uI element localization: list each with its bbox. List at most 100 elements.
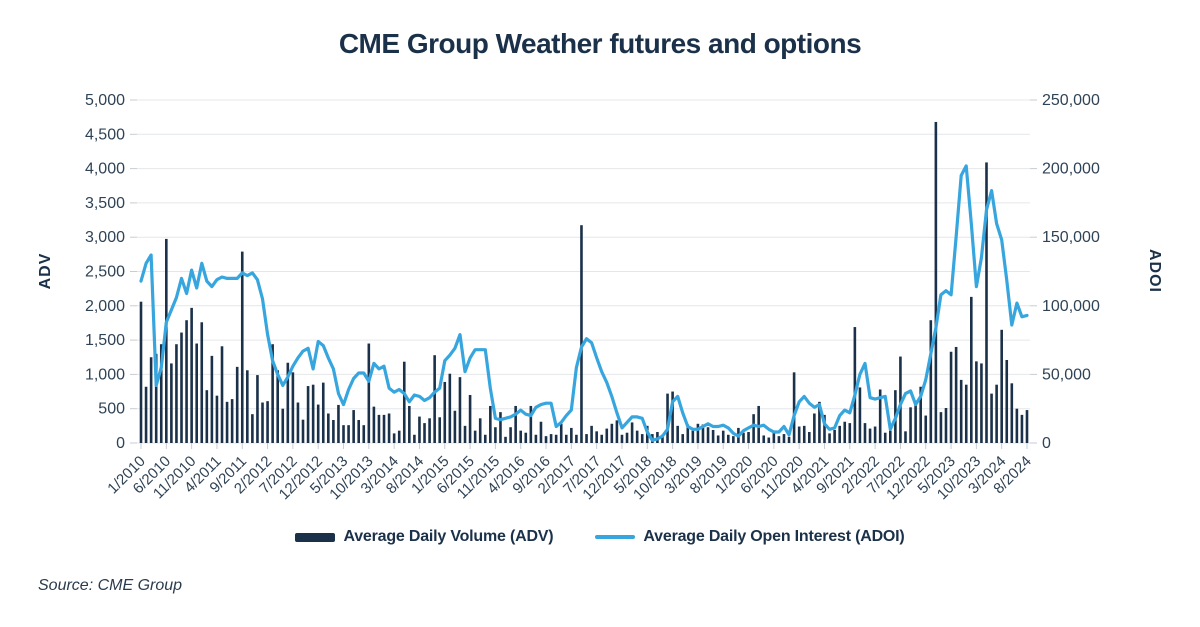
adv-bar	[205, 390, 209, 443]
adv-bar	[777, 436, 781, 443]
adv-bar	[600, 434, 604, 443]
legend-label-adv: Average Daily Volume (ADV)	[343, 528, 554, 545]
adv-bar	[524, 432, 528, 443]
right-axis-title: ADOI	[1146, 249, 1163, 293]
adv-bar	[489, 405, 492, 443]
adv-bar	[1010, 383, 1014, 443]
legend-label-adoi: Average Daily Open Interest (ADOI)	[643, 528, 905, 545]
adv-bar	[782, 434, 786, 443]
adv-bar	[964, 384, 968, 443]
adv-bar	[332, 420, 335, 443]
adv-bar	[433, 355, 436, 443]
adv-bar	[478, 418, 482, 443]
adv-bar	[468, 394, 472, 443]
adv-bar	[504, 436, 507, 443]
adv-bar	[448, 373, 452, 443]
adv-bar	[271, 344, 274, 443]
right-axis-tick-label: 250,000	[1042, 92, 1100, 109]
adv-bar	[261, 402, 264, 443]
right-axis-tick-label: 50,000	[1042, 366, 1091, 383]
adv-bar	[985, 162, 988, 443]
adv-bar	[580, 225, 583, 443]
adv-bar	[995, 384, 998, 443]
adv-bar	[823, 414, 826, 443]
left-axis-tick-label: 4,500	[85, 126, 125, 143]
adv-bar	[514, 405, 517, 443]
adv-bar	[382, 414, 386, 443]
adv-bar	[276, 370, 279, 443]
adv-bar	[929, 320, 933, 443]
adv-bar	[256, 375, 259, 443]
adv-bar	[726, 434, 730, 443]
adv-bar	[787, 436, 791, 443]
right-axis-tick-label: 0	[1042, 435, 1051, 452]
adv-bar	[291, 372, 295, 443]
adv-bar	[686, 424, 690, 443]
adv-bar	[721, 430, 725, 443]
adv-bar	[797, 426, 801, 443]
adv-bar	[175, 344, 178, 443]
adv-bar	[362, 425, 366, 443]
adv-bar	[889, 430, 892, 443]
left-axis-tick-label: 5,000	[85, 92, 125, 109]
adv-bar	[980, 363, 983, 443]
adv-bar	[747, 432, 750, 443]
adv-bar	[1005, 359, 1009, 443]
adv-bar	[337, 404, 340, 443]
adv-bar	[372, 406, 376, 443]
adv-bar	[190, 307, 193, 443]
adv-bar	[970, 296, 973, 443]
adoi-line-swatch-icon	[595, 535, 636, 539]
adv-bar	[534, 434, 538, 443]
adv-bar	[220, 346, 224, 443]
left-axis-tick-label: 3,000	[85, 229, 125, 246]
adv-bar	[899, 356, 902, 443]
adv-bar	[939, 412, 943, 443]
adv-bar	[494, 427, 497, 443]
adv-bar	[230, 399, 234, 443]
adv-bar	[296, 402, 300, 443]
adv-bar	[438, 417, 442, 443]
adv-bar	[858, 387, 862, 443]
left-axis-tick-label: 3,500	[85, 195, 125, 212]
adv-bar	[180, 332, 183, 443]
adv-bar	[701, 424, 705, 443]
adv-bar	[149, 357, 153, 443]
adv-bar	[843, 421, 847, 443]
adv-bar	[605, 428, 609, 443]
left-axis-tick-label: 0	[116, 435, 125, 452]
left-axis-tick-label: 2,000	[85, 298, 125, 315]
adv-bar	[792, 372, 796, 443]
source-note: Source: CME Group	[38, 577, 183, 594]
adv-bar	[402, 361, 406, 443]
left-axis-title: ADV	[37, 252, 54, 290]
adv-bar	[195, 343, 198, 443]
adv-bar	[281, 408, 285, 443]
legend-item-adoi: Average Daily Open Interest (ADOI)	[595, 528, 905, 546]
adv-bar	[1020, 414, 1024, 443]
adv-bar	[418, 416, 421, 443]
adv-bar	[696, 423, 700, 443]
adv-bar	[610, 423, 614, 443]
right-axis-tick-label: 100,000	[1042, 298, 1100, 315]
adv-bar	[443, 381, 447, 443]
adv-bar	[240, 251, 244, 443]
adv-bar	[286, 362, 290, 443]
adv-bar	[499, 412, 502, 443]
adv-bar	[458, 377, 462, 443]
adv-bar	[620, 434, 624, 443]
adv-bar	[914, 400, 917, 443]
adv-bar	[742, 432, 745, 443]
adv-bar	[924, 415, 928, 443]
adv-bar	[473, 430, 477, 443]
adv-bar	[215, 395, 219, 443]
adv-bar	[408, 405, 411, 443]
adv-bar	[990, 393, 993, 443]
adv-bar	[170, 363, 173, 443]
adv-bar	[185, 320, 188, 443]
adv-bar-swatch-icon	[295, 532, 336, 542]
adv-bar	[327, 413, 330, 443]
adv-bar	[959, 379, 963, 443]
adv-bar	[681, 434, 685, 443]
